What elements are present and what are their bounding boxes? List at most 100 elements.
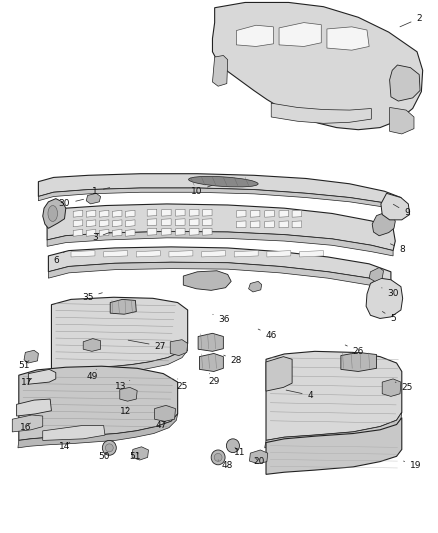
Polygon shape — [51, 297, 187, 373]
Polygon shape — [202, 228, 212, 235]
Polygon shape — [125, 229, 135, 236]
Ellipse shape — [106, 444, 113, 452]
Polygon shape — [249, 281, 261, 292]
Polygon shape — [132, 447, 148, 460]
Text: 28: 28 — [224, 355, 242, 366]
Polygon shape — [372, 213, 395, 236]
Polygon shape — [113, 220, 122, 227]
Ellipse shape — [189, 176, 258, 187]
Text: 14: 14 — [59, 442, 70, 451]
Polygon shape — [250, 450, 268, 464]
Polygon shape — [18, 414, 178, 448]
Polygon shape — [19, 366, 178, 440]
Polygon shape — [251, 221, 260, 228]
Polygon shape — [279, 221, 289, 228]
Text: 50: 50 — [98, 452, 110, 461]
Text: 11: 11 — [234, 448, 246, 457]
Polygon shape — [24, 350, 39, 363]
Polygon shape — [99, 220, 109, 227]
Text: 10: 10 — [191, 185, 212, 196]
Text: 20: 20 — [253, 457, 265, 466]
Polygon shape — [136, 251, 160, 257]
Polygon shape — [113, 229, 122, 236]
Polygon shape — [212, 55, 228, 86]
Text: 19: 19 — [403, 461, 421, 470]
Polygon shape — [189, 209, 199, 216]
Polygon shape — [189, 219, 199, 225]
Polygon shape — [147, 219, 157, 225]
Polygon shape — [279, 22, 321, 46]
Polygon shape — [390, 108, 414, 134]
Text: 25: 25 — [395, 382, 413, 392]
Text: 35: 35 — [82, 293, 102, 302]
Polygon shape — [292, 221, 302, 228]
Ellipse shape — [226, 439, 240, 453]
Polygon shape — [120, 387, 137, 401]
Polygon shape — [73, 220, 83, 227]
Polygon shape — [369, 268, 384, 281]
Polygon shape — [170, 340, 187, 356]
Polygon shape — [125, 211, 135, 217]
Polygon shape — [162, 219, 171, 225]
Polygon shape — [176, 219, 185, 225]
Polygon shape — [237, 211, 246, 217]
Text: 3: 3 — [92, 232, 110, 243]
Text: 4: 4 — [286, 390, 313, 400]
Text: 6: 6 — [53, 252, 64, 265]
Polygon shape — [51, 343, 187, 379]
Polygon shape — [113, 211, 122, 217]
Polygon shape — [110, 300, 136, 314]
Polygon shape — [39, 188, 402, 209]
Text: 46: 46 — [258, 329, 277, 340]
Polygon shape — [71, 251, 95, 257]
Polygon shape — [73, 229, 83, 236]
Polygon shape — [212, 3, 423, 130]
Text: 25: 25 — [177, 379, 188, 391]
Polygon shape — [237, 221, 246, 228]
Polygon shape — [43, 199, 66, 228]
Text: 47: 47 — [156, 421, 167, 430]
Polygon shape — [147, 228, 157, 235]
Polygon shape — [17, 399, 51, 416]
Text: 2: 2 — [400, 14, 422, 27]
Polygon shape — [266, 351, 402, 440]
Text: 1: 1 — [92, 187, 110, 196]
Text: 30: 30 — [59, 199, 84, 208]
Polygon shape — [86, 220, 96, 227]
Polygon shape — [202, 209, 212, 216]
Text: 49: 49 — [86, 369, 98, 381]
Polygon shape — [265, 211, 274, 217]
Ellipse shape — [102, 440, 116, 455]
Text: 51: 51 — [130, 452, 141, 461]
Text: 16: 16 — [20, 423, 31, 432]
Polygon shape — [184, 271, 231, 290]
Text: 9: 9 — [393, 204, 410, 217]
Polygon shape — [48, 262, 391, 290]
Polygon shape — [341, 352, 377, 372]
Polygon shape — [198, 333, 223, 351]
Polygon shape — [155, 406, 176, 421]
Polygon shape — [266, 357, 292, 391]
Polygon shape — [202, 219, 212, 225]
Polygon shape — [86, 211, 96, 217]
Polygon shape — [271, 103, 371, 123]
Polygon shape — [43, 425, 105, 440]
Text: 12: 12 — [120, 407, 131, 416]
Polygon shape — [83, 338, 101, 351]
Polygon shape — [86, 229, 96, 236]
Polygon shape — [47, 204, 395, 251]
Polygon shape — [382, 379, 401, 397]
Polygon shape — [201, 251, 226, 257]
Polygon shape — [265, 413, 402, 448]
Polygon shape — [12, 415, 43, 432]
Polygon shape — [176, 228, 185, 235]
Polygon shape — [292, 211, 302, 217]
Polygon shape — [300, 251, 323, 257]
Polygon shape — [381, 193, 410, 220]
Polygon shape — [104, 251, 127, 257]
Polygon shape — [39, 174, 402, 206]
Polygon shape — [48, 247, 391, 284]
Polygon shape — [28, 369, 56, 384]
Polygon shape — [267, 251, 291, 257]
Text: 17: 17 — [21, 377, 32, 386]
